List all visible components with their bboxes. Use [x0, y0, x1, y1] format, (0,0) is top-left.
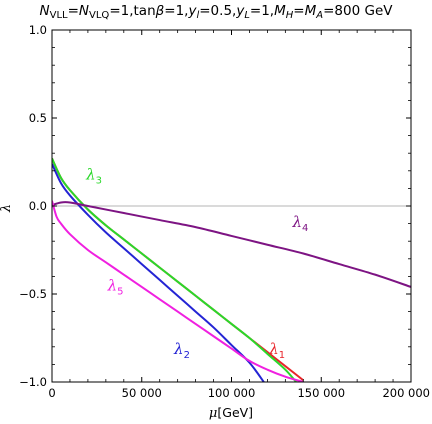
- title-part: M: [274, 3, 286, 19]
- title-part: y: [235, 3, 245, 19]
- x-tick-label: 200 000: [382, 386, 430, 400]
- title-part: A: [315, 10, 323, 21]
- y-tick-label: 1.0: [29, 23, 47, 37]
- series-lines: [52, 158, 411, 382]
- title-part: VLQ: [89, 10, 109, 21]
- y-tick-label: −1.0: [19, 375, 47, 389]
- x-tick-label: 50 000: [122, 386, 162, 400]
- series-label-2: λ2: [173, 340, 190, 361]
- title-part: =800 GeV: [323, 3, 393, 19]
- series-label-1: λ1: [268, 340, 285, 361]
- series-line-3: [52, 158, 297, 382]
- title-part: N: [40, 3, 50, 19]
- series-label-3: λ3: [85, 166, 102, 187]
- series-line-4: [52, 201, 411, 288]
- title-part: y: [187, 3, 197, 19]
- title-part: VLL: [50, 10, 68, 21]
- title-part: =: [293, 3, 304, 19]
- title-part: β: [155, 3, 165, 19]
- x-axis-label: μ[GeV]: [209, 405, 253, 421]
- title-part: =: [68, 3, 79, 19]
- y-tick-label: 0.5: [29, 111, 47, 125]
- y-axis-label: λ: [0, 204, 14, 213]
- x-tick-label: 100 000: [208, 386, 256, 400]
- title-part: =1,: [250, 3, 274, 19]
- series-labels: λ1 λ2 λ3 λ4 λ5: [85, 166, 308, 361]
- title-part: N: [79, 3, 89, 19]
- title-part: M: [305, 3, 317, 19]
- series-line-5: [52, 200, 304, 382]
- x-tick-label: 0: [48, 386, 55, 400]
- title-part: H: [286, 10, 294, 21]
- series-line-2: [52, 163, 265, 382]
- y-tick-label: −0.5: [19, 287, 47, 301]
- axis-ticks: 0 50 000 100 000 150 000 200 000 −1.0 −0.5 0.0 0…: [19, 23, 430, 400]
- title-part: =1,: [164, 3, 188, 19]
- title-part: L: [244, 10, 250, 21]
- y-tick-label: 0.0: [29, 199, 47, 213]
- series-label-4: λ4: [292, 213, 309, 234]
- series-label-5: λ5: [107, 276, 124, 297]
- title-part: l: [196, 10, 199, 21]
- x-tick-label: 150 000: [297, 386, 345, 400]
- chart-title: NVLL=NVLQ=1,tanβ=1,yl=0.5,yL=1,MH=MA=800…: [40, 3, 394, 21]
- title-part: =0.5,: [199, 3, 236, 19]
- title-part: =1,tan: [109, 3, 155, 19]
